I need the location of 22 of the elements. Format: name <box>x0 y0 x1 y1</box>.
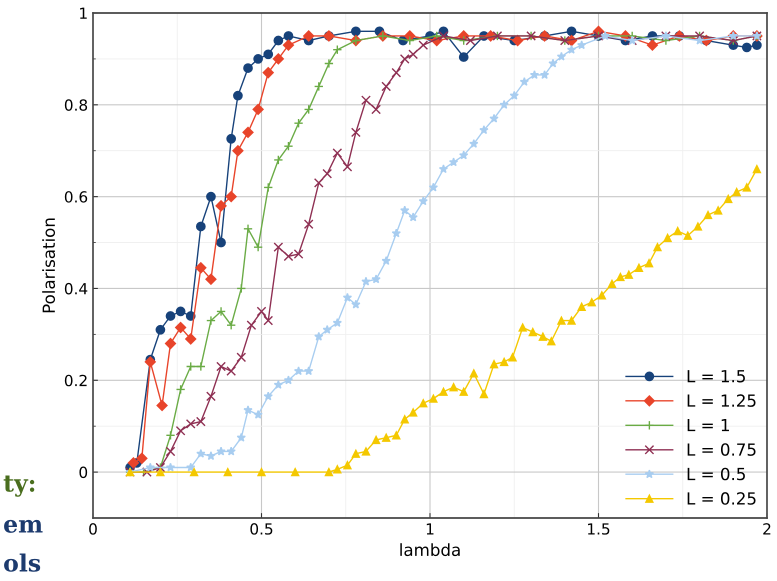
text: em <box>4 520 43 533</box>
y-tick-label: 0.2 <box>64 374 87 386</box>
text: ty: <box>4 475 34 497</box>
legend-label: L = 0.5 <box>688 468 745 480</box>
x-tick-label: 1.5 <box>588 523 610 535</box>
legend-label: L = 0.25 <box>688 492 756 505</box>
y-tick-label: 0 <box>79 466 88 478</box>
legend-label: L = 1.25 <box>688 394 756 407</box>
text: ols <box>4 554 40 572</box>
y-tick-label: 0.8 <box>64 99 88 111</box>
legend-label: L = 1.5 <box>688 370 745 382</box>
x-axis-title: lambda <box>400 543 460 556</box>
x-tick-label: 0.5 <box>250 523 272 535</box>
y-tick-label: 1 <box>80 8 87 19</box>
x-tick-label: 0 <box>89 523 97 535</box>
y-tick-label: 0.6 <box>64 191 88 203</box>
legend-label: L = 1 <box>688 418 729 432</box>
legend-label: L = 0.75 <box>688 443 756 456</box>
y-axis-title: Polarisation <box>42 218 56 312</box>
y-tick-label: 0.4 <box>64 282 88 294</box>
x-tick-label: 1 <box>426 523 434 534</box>
x-tick-label: 2 <box>763 523 770 534</box>
